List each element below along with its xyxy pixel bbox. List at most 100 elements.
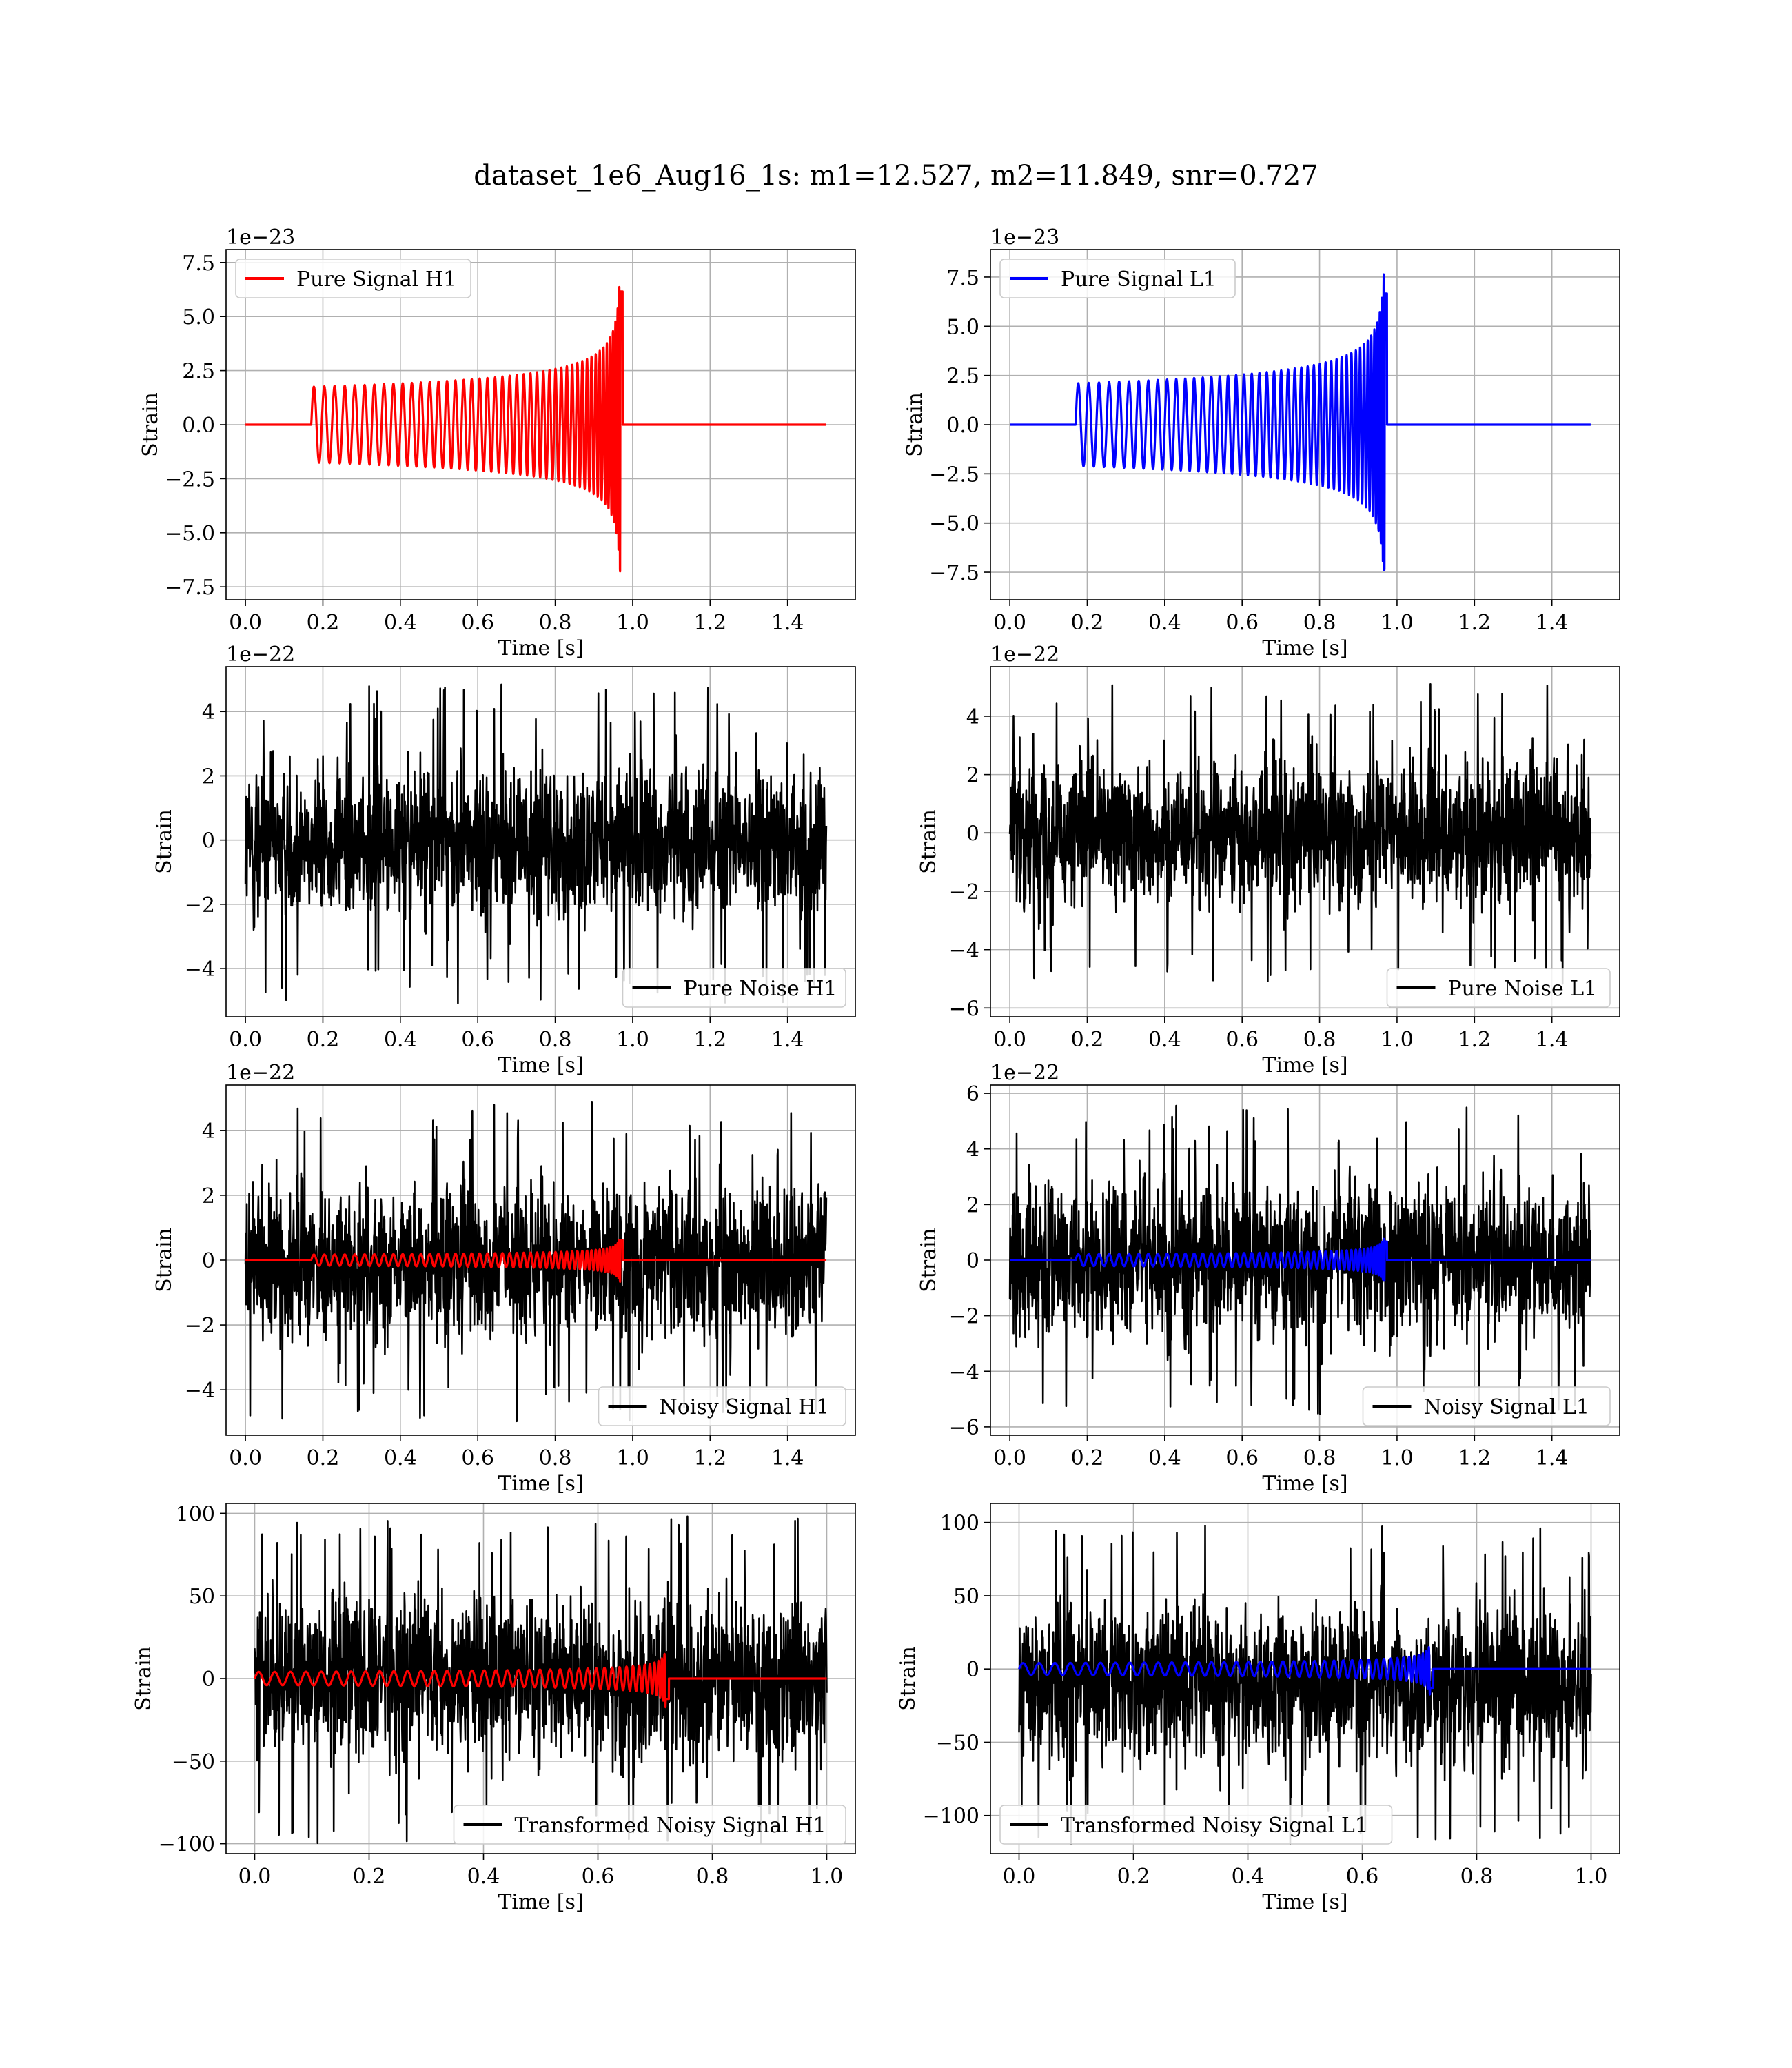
y-tick-label: 0 (966, 1658, 979, 1682)
x-tick-label: 1.4 (1536, 611, 1569, 635)
y-tick-label: −2.5 (165, 467, 215, 491)
x-tick-label: 1.0 (616, 611, 649, 635)
x-tick-label: 0.2 (1071, 1028, 1104, 1052)
x-tick-label: 0.8 (1303, 1446, 1336, 1470)
y-tick-label: 5.0 (946, 315, 979, 339)
subplot-7: 0.0 0.2 0.4 0.6 0.8 1.0 −100 −50 0 50 100 Time [s] S… (132, 1502, 856, 1914)
x-axis-label: Time [s] (498, 636, 583, 660)
y-tick-label: −2 (185, 893, 215, 918)
x-tick-label: 1.4 (771, 611, 804, 635)
y-tick-label: 7.5 (946, 266, 979, 290)
x-tick-label: 0.0 (229, 611, 262, 635)
x-tick-label: 1.0 (811, 1865, 844, 1889)
x-tick-label: 0.2 (353, 1865, 386, 1889)
legend-label: Pure Noise L1 (1448, 977, 1598, 1001)
x-tick-label: 1.0 (1381, 1028, 1414, 1052)
x-tick-label: 0.2 (1117, 1865, 1150, 1889)
legend: Pure Signal H1 (235, 258, 471, 298)
x-axis-label: Time [s] (1262, 636, 1347, 660)
grid (990, 250, 1620, 600)
axes-frame (225, 666, 856, 1017)
x-tick-label: 0.6 (582, 1865, 615, 1889)
x-tick-label: 1.2 (693, 1028, 726, 1052)
y-axis-label: Strain (152, 809, 176, 874)
x-tick-label: 1.4 (771, 1446, 804, 1470)
legend-box (598, 1386, 846, 1426)
x-tick-label: 0.4 (384, 1446, 417, 1470)
legend-label: Noisy Signal H1 (660, 1395, 830, 1419)
traces (244, 1101, 828, 1423)
x-tick-label: 0.0 (229, 1446, 262, 1470)
legend-label: Transformed Noisy Signal H1 (515, 1814, 826, 1838)
series-line-2 (1018, 1645, 1592, 1696)
subplot-2: 0.0 0.2 0.4 0.6 0.8 1.0 1.2 1.4 −7.5 −5.0 −2.5 0.0 2… (903, 225, 1620, 660)
x-axis-label: Time [s] (1262, 1053, 1347, 1077)
y-tick-label: −4 (949, 939, 979, 963)
axes-frame (990, 1503, 1620, 1854)
y-tick-label: 50 (189, 1585, 215, 1609)
traces (244, 683, 828, 1004)
y-tick-label: 4 (202, 1119, 215, 1144)
series-line-2 (244, 1239, 828, 1284)
x-tick-label: 0.2 (1071, 611, 1104, 635)
legend-label: Transformed Noisy Signal L1 (1061, 1814, 1368, 1838)
y-tick-label: 2 (202, 764, 215, 789)
x-tick-label: 0.4 (1232, 1865, 1265, 1889)
x-tick-label: 0.0 (993, 1446, 1026, 1470)
axis-offset-text: 1e−23 (226, 225, 295, 250)
y-tick-label: −7.5 (929, 561, 979, 585)
traces (1008, 273, 1592, 571)
x-tick-label: 0.4 (384, 611, 417, 635)
y-axis-label: Strain (917, 1228, 941, 1292)
x-axis-label: Time [s] (498, 1053, 583, 1077)
y-tick-label: 2 (966, 764, 979, 788)
x-tick-label: 0.6 (1225, 1446, 1259, 1470)
x-tick-label: 0.6 (461, 611, 494, 635)
y-tick-label: 0.0 (946, 414, 979, 438)
y-tick-label: 0 (202, 829, 215, 853)
x-tick-label: 1.4 (1536, 1028, 1569, 1052)
legend-label: Pure Noise H1 (684, 977, 837, 1001)
x-tick-label: 0.0 (993, 1028, 1026, 1052)
y-tick-label: 0 (202, 1249, 215, 1273)
x-tick-label: 0.4 (1148, 611, 1181, 635)
series-line-2 (254, 1652, 828, 1709)
legend: Pure Signal L1 (999, 258, 1236, 298)
y-tick-label: −100 (159, 1833, 215, 1857)
series-line-1 (254, 1515, 828, 1845)
legend-box (235, 258, 471, 298)
series-line-1 (1018, 1525, 1592, 1845)
y-tick-label: −50 (172, 1750, 215, 1774)
subplot-8: 0.0 0.2 0.4 0.6 0.8 1.0 −100 −50 0 50 100 Time [s] S… (896, 1503, 1620, 1914)
x-tick-label: 1.4 (1536, 1446, 1569, 1470)
y-tick-label: 4 (202, 700, 215, 724)
x-tick-label: 0.0 (993, 611, 1026, 635)
axis-offset-text: 1e−22 (226, 642, 295, 667)
y-tick-label: 2 (202, 1184, 215, 1208)
y-tick-label: 0 (202, 1667, 215, 1692)
legend-box (453, 1805, 846, 1845)
legend-box (999, 258, 1236, 298)
legend-label: Pure Signal L1 (1061, 267, 1216, 292)
y-axis-label: Strain (152, 1228, 176, 1292)
x-tick-label: 0.8 (696, 1865, 729, 1889)
y-tick-label: 2.5 (182, 360, 215, 384)
subplot-3: 0.0 0.2 0.4 0.6 0.8 1.0 1.2 1.4 −4 −2 0 2 4 Time [s] S… (152, 642, 856, 1077)
legend-label: Pure Signal H1 (296, 267, 456, 292)
legend-box (1386, 968, 1611, 1008)
y-tick-label: −2 (949, 1305, 979, 1329)
x-tick-label: 1.4 (771, 1028, 804, 1052)
x-axis-label: Time [s] (1262, 1472, 1347, 1496)
x-tick-label: 0.2 (307, 1028, 340, 1052)
x-tick-label: 0.6 (461, 1446, 494, 1470)
x-tick-label: 0.6 (461, 1028, 494, 1052)
legend: Pure Noise L1 (1386, 968, 1611, 1008)
x-tick-label: 1.2 (693, 611, 726, 635)
x-tick-label: 1.2 (693, 1446, 726, 1470)
y-tick-label: −50 (936, 1731, 979, 1755)
y-axis-label: Strain (132, 1646, 156, 1711)
x-tick-label: 0.0 (1003, 1865, 1036, 1889)
y-tick-label: −5.0 (165, 522, 215, 546)
y-tick-label: 0 (966, 1249, 979, 1273)
